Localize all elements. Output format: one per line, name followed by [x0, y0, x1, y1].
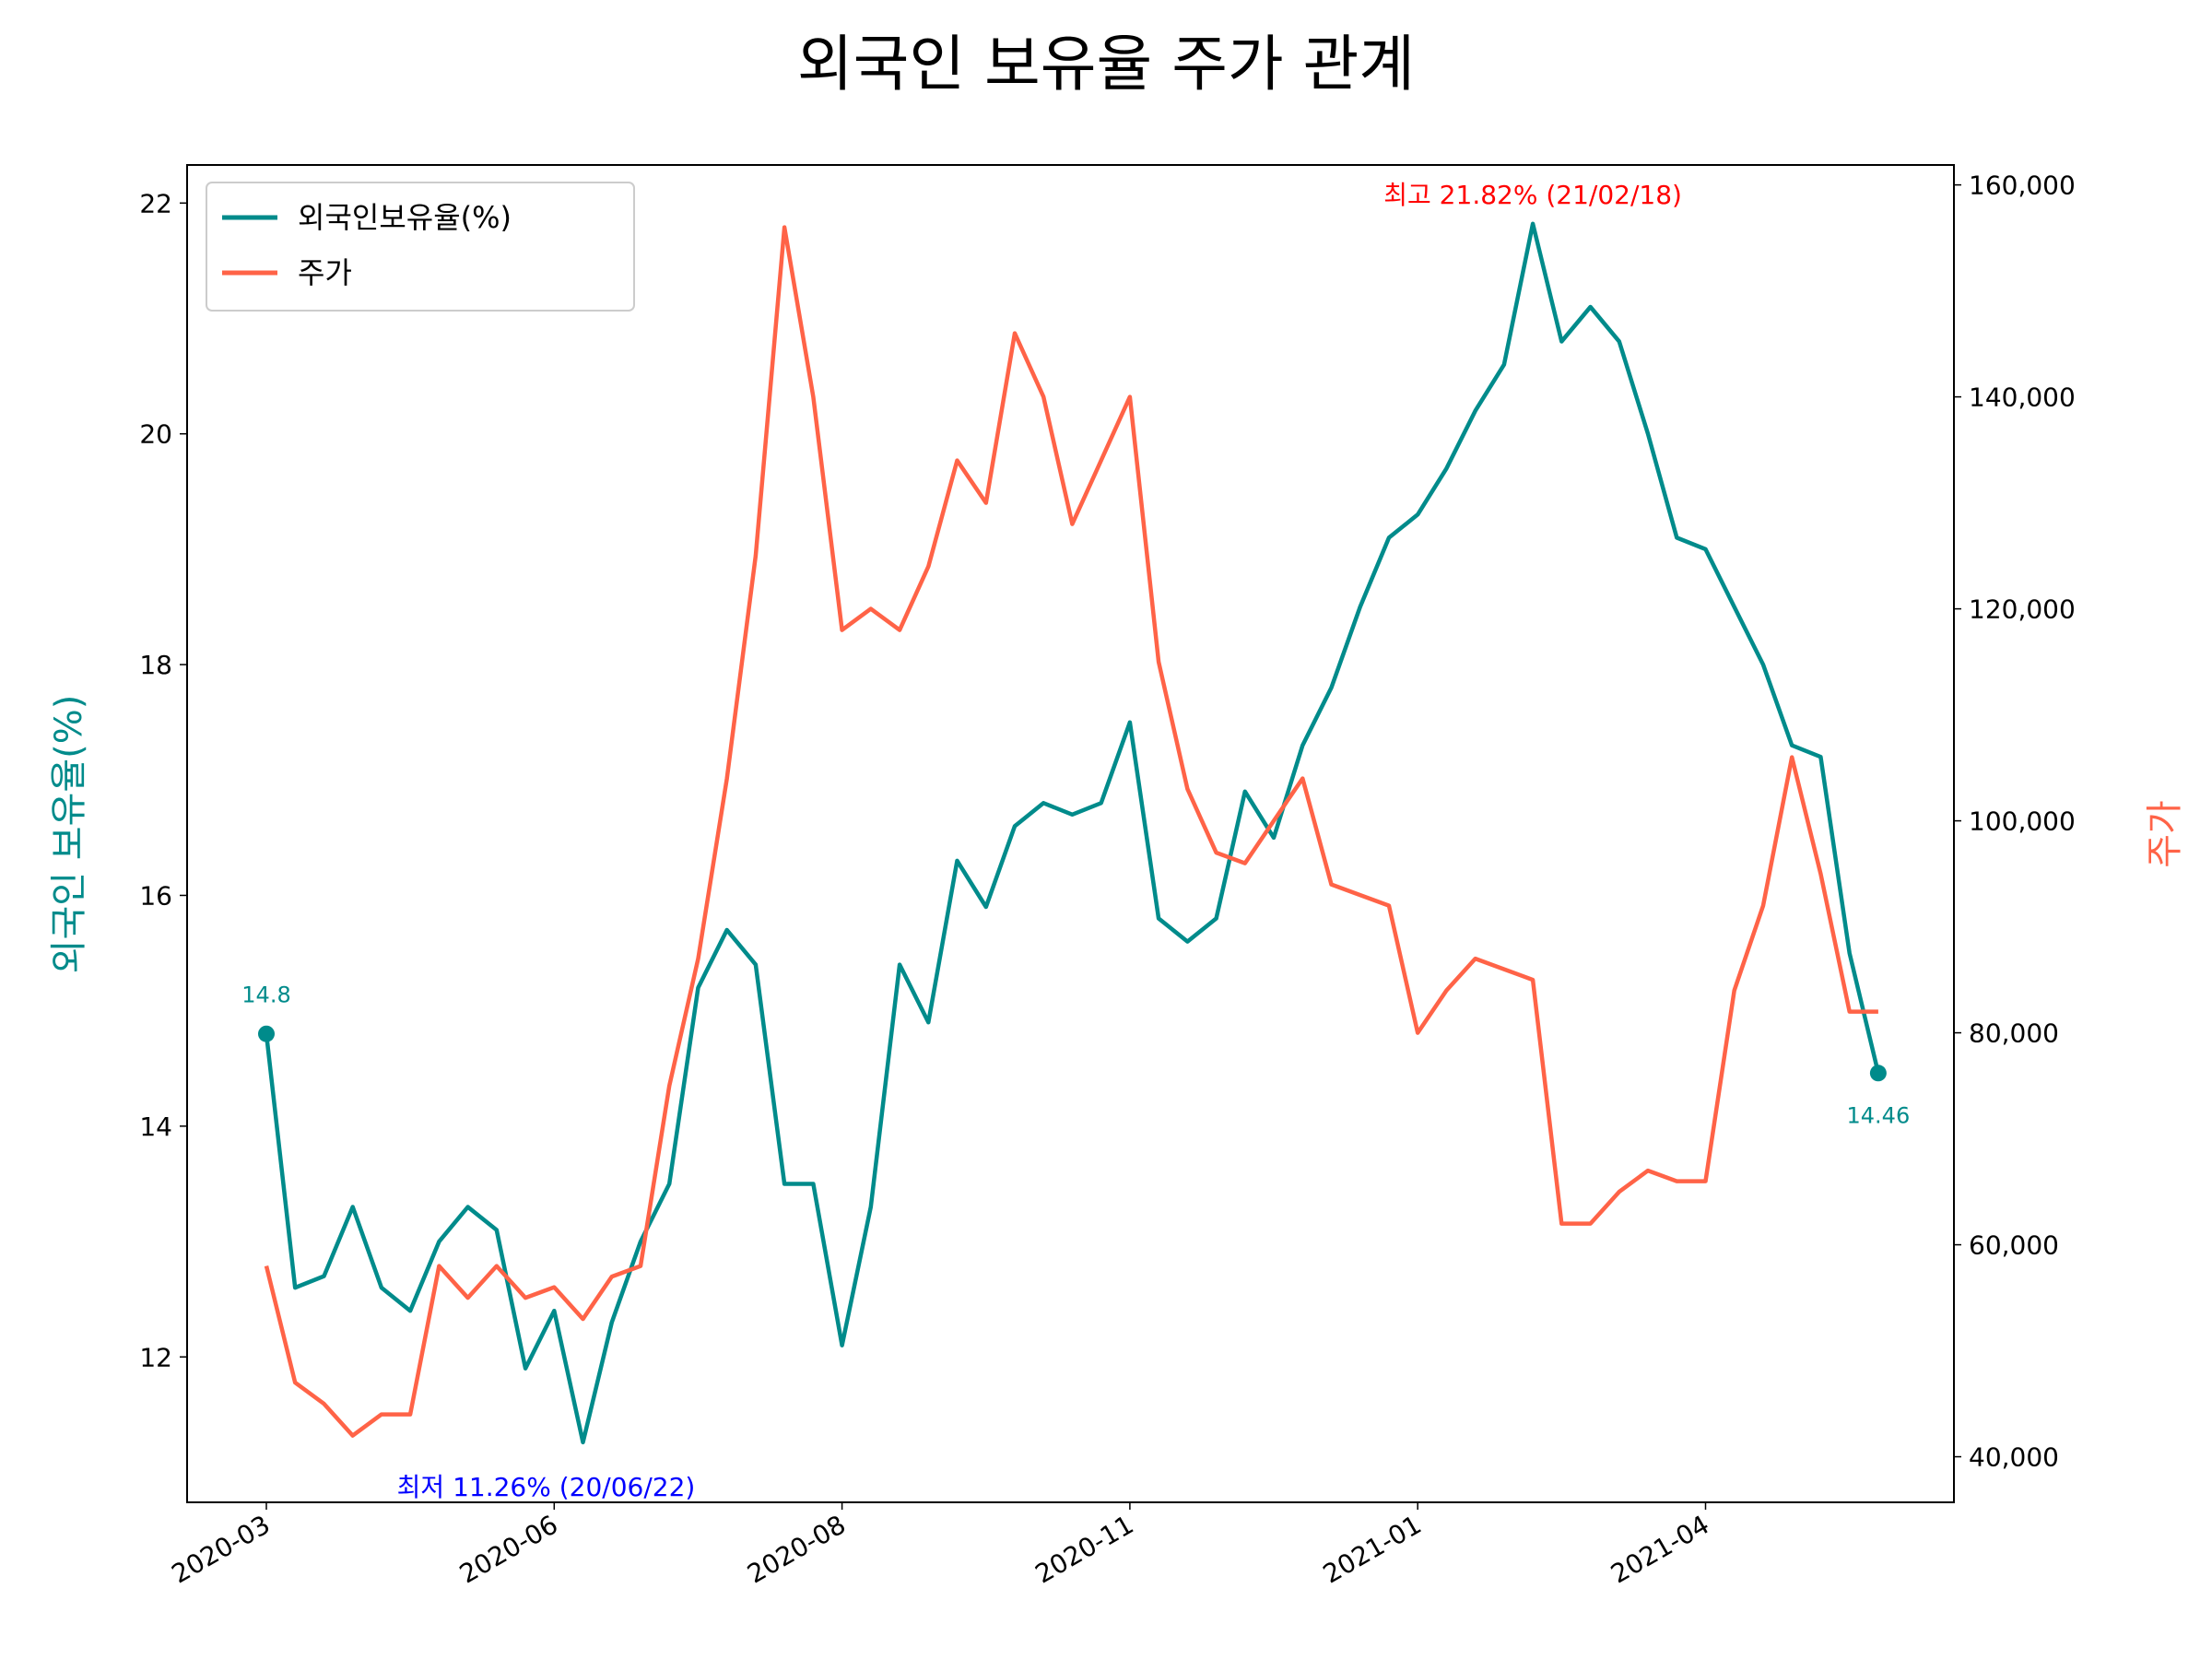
annotation: 최고 21.82% (21/02/18)	[1383, 180, 1682, 210]
y-tick-label: 20	[139, 419, 172, 450]
y2-tick-label: 140,000	[1969, 382, 2076, 413]
x-tick-label: 2020-11	[1030, 1509, 1139, 1589]
series-line	[264, 225, 1878, 1438]
annotation: 최저 11.26% (20/06/22)	[397, 1472, 696, 1502]
y-tick-label: 12	[139, 1342, 172, 1372]
point-marker	[1869, 1065, 1887, 1082]
point-label: 14.46	[1847, 1102, 1911, 1128]
y-tick-label: 18	[139, 650, 172, 680]
point-label: 14.8	[241, 982, 290, 1008]
y-axis-label: 외국인 보유율(%)	[48, 695, 90, 974]
y-tick-label: 22	[139, 188, 172, 218]
legend-box	[206, 182, 635, 312]
x-tick-label: 2021-01	[1318, 1509, 1427, 1589]
plot-frame	[186, 164, 1955, 1503]
y-tick-label: 14	[139, 1112, 172, 1142]
y2-tick-label: 120,000	[1969, 594, 2076, 625]
x-tick-label: 2020-08	[742, 1509, 851, 1589]
y2-tick-label: 80,000	[1969, 1018, 2059, 1049]
legend-label: 주가	[298, 255, 352, 290]
point-marker	[258, 1025, 275, 1042]
y2-tick-label: 160,000	[1969, 171, 2076, 201]
y2-tick-label: 40,000	[1969, 1442, 2059, 1473]
series-line	[264, 221, 1881, 1445]
y2-tick-label: 100,000	[1969, 806, 2076, 837]
x-tick-label: 2021-04	[1606, 1509, 1714, 1589]
y-tick-label: 16	[139, 880, 172, 911]
chart-title: 외국인 보유율 주가 관계	[797, 29, 1415, 100]
y2-axis-label: 주가	[2144, 800, 2186, 868]
legend-label: 외국인보유율(%)	[298, 200, 512, 235]
x-tick-label: 2020-03	[167, 1509, 276, 1589]
y2-tick-label: 60,000	[1969, 1230, 2059, 1261]
x-tick-label: 2020-06	[454, 1509, 563, 1589]
legend: 외국인보유율(%) 주가	[206, 182, 635, 312]
